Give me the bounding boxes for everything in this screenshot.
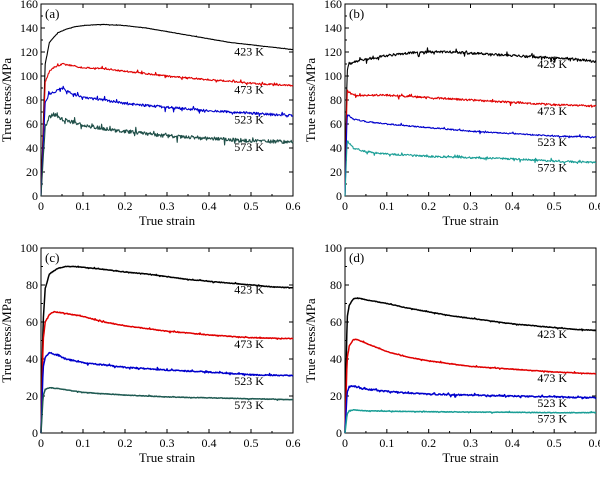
y-axis-label: True stress/MPa <box>0 58 14 143</box>
y-tick-label: 100 <box>324 241 342 255</box>
y-tick-label: 0 <box>336 426 342 440</box>
y-tick-label: 80 <box>26 278 38 292</box>
series-label: 423 K <box>234 282 264 296</box>
series-label: 423 K <box>234 44 264 58</box>
plot-frame <box>41 4 293 196</box>
y-tick-label: 40 <box>26 352 38 366</box>
y-tick-label: 60 <box>330 117 342 131</box>
x-axis-label: True strain <box>139 450 196 465</box>
y-tick-label: 60 <box>26 315 38 329</box>
x-tick-label: 0.5 <box>244 436 259 450</box>
y-tick-label: 20 <box>330 389 342 403</box>
y-axis-label: True stress/MPa <box>0 298 14 383</box>
y-tick-label: 160 <box>324 0 342 11</box>
panel-b: 0 0.1 0.2 0.3 0.4 0.5 0.6 0 20 40 60 80 100 120 140 160… <box>303 0 600 228</box>
x-tick-label: 0 <box>342 199 348 213</box>
series-label: 473 K <box>537 104 567 118</box>
y-tick-label: 100 <box>20 241 38 255</box>
y-tick-label: 60 <box>330 315 342 329</box>
x-tick-label: 0.6 <box>286 199 301 213</box>
y-tick-label: 40 <box>330 352 342 366</box>
x-tick-label: 0 <box>342 436 348 450</box>
y-tick-label: 80 <box>330 278 342 292</box>
panel-c: 0 0.1 0.2 0.3 0.4 0.5 0.6 0 20 40 60 80 100 True stra… <box>0 241 301 465</box>
y-tick-label: 120 <box>20 45 38 59</box>
x-tick-label: 0.5 <box>244 199 259 213</box>
y-tick-label: 160 <box>20 0 38 11</box>
x-tick-label: 0.1 <box>76 199 91 213</box>
x-tick-label: 0.4 <box>202 199 217 213</box>
y-axis-label: True stress/MPa <box>303 298 318 383</box>
series-label: 473 K <box>234 337 264 351</box>
x-tick-label: 0.3 <box>463 199 478 213</box>
series-line-523k <box>41 353 293 433</box>
y-tick-label: 60 <box>26 117 38 131</box>
x-tick-label: 0.5 <box>547 199 562 213</box>
series-line-473k <box>41 312 293 433</box>
series-label: 573 K <box>537 412 567 426</box>
x-tick-label: 0.3 <box>463 436 478 450</box>
y-tick-label: 0 <box>32 189 38 203</box>
y-tick-label: 80 <box>330 93 342 107</box>
panel-label: (d) <box>349 250 364 265</box>
x-tick-label: 0.2 <box>118 436 133 450</box>
x-tick-label: 0.2 <box>421 436 436 450</box>
series-label: 423 K <box>537 57 567 71</box>
y-tick-label: 20 <box>330 165 342 179</box>
x-axis-label: True strain <box>442 213 499 228</box>
x-tick-label: 0.2 <box>118 199 133 213</box>
x-axis-label: True strain <box>442 450 499 465</box>
x-tick-label: 0 <box>38 199 44 213</box>
panel-label: (a) <box>45 6 59 21</box>
y-tick-label: 0 <box>336 189 342 203</box>
x-tick-label: 0.4 <box>505 436 520 450</box>
y-tick-label: 80 <box>26 93 38 107</box>
x-axis-label: True strain <box>139 213 196 228</box>
x-tick-label: 0.6 <box>589 436 600 450</box>
series-label: 573 K <box>234 140 264 154</box>
y-tick-label: 100 <box>20 69 38 83</box>
y-tick-label: 0 <box>32 426 38 440</box>
series-label: 573 K <box>234 398 264 412</box>
panel-a: 0 0.1 0.2 0.3 0.4 0.5 0.6 0 20 40 60 80 100 120 140 160… <box>0 0 301 228</box>
series-label: 423 K <box>537 327 567 341</box>
y-tick-label: 120 <box>324 45 342 59</box>
x-tick-label: 0.1 <box>76 436 91 450</box>
panel-label: (b) <box>349 6 364 21</box>
y-axis-label: True stress/MPa <box>303 58 318 143</box>
x-tick-label: 0.3 <box>160 199 175 213</box>
x-tick-label: 0.2 <box>421 199 436 213</box>
series-label: 523 K <box>234 374 264 388</box>
x-tick-label: 0.4 <box>202 436 217 450</box>
y-tick-label: 20 <box>26 389 38 403</box>
x-tick-label: 0.3 <box>160 436 175 450</box>
y-tick-label: 20 <box>26 165 38 179</box>
x-tick-label: 0.4 <box>505 199 520 213</box>
y-tick-label: 140 <box>20 21 38 35</box>
series-label: 473 K <box>537 371 567 385</box>
series-line-523k <box>345 115 596 196</box>
x-tick-label: 0.6 <box>286 436 301 450</box>
x-tick-label: 0.1 <box>379 199 394 213</box>
series-label: 573 K <box>537 160 567 174</box>
y-tick-label: 140 <box>324 21 342 35</box>
series-label: 473 K <box>234 82 264 96</box>
x-tick-label: 0.6 <box>589 199 600 213</box>
x-tick-label: 0.5 <box>547 436 562 450</box>
x-tick-label: 0 <box>38 436 44 450</box>
y-tick-label: 40 <box>26 141 38 155</box>
y-tick-label: 100 <box>324 69 342 83</box>
panel-d: 0 0.1 0.2 0.3 0.4 0.5 0.6 0 20 40 60 80 100 True stra… <box>303 241 600 465</box>
series-label: 523 K <box>537 396 567 410</box>
series-label: 523 K <box>537 135 567 149</box>
series-label: 523 K <box>234 112 264 126</box>
panel-label: (c) <box>45 250 59 265</box>
y-tick-label: 40 <box>330 141 342 155</box>
x-tick-label: 0.1 <box>379 436 394 450</box>
